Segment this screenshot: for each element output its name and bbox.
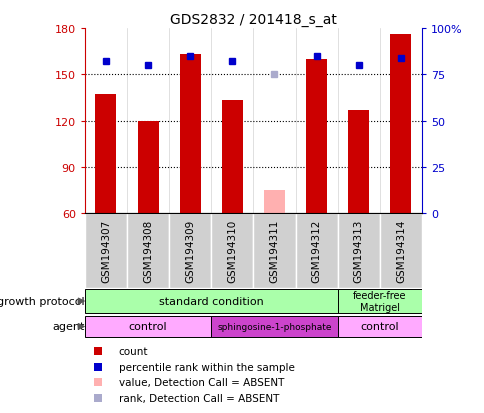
Bar [337, 214, 379, 288]
Bar [390, 35, 410, 214]
Bar [379, 214, 421, 288]
Bar [337, 316, 421, 337]
Text: value, Detection Call = ABSENT: value, Detection Call = ABSENT [118, 377, 283, 387]
Text: growth protocol: growth protocol [0, 296, 85, 306]
Text: GSM194307: GSM194307 [101, 219, 111, 282]
Bar [137, 121, 158, 214]
Bar [85, 316, 211, 337]
Bar [253, 214, 295, 288]
Bar [169, 214, 211, 288]
Bar [95, 95, 116, 214]
Bar [348, 110, 368, 214]
Text: GSM194311: GSM194311 [269, 219, 279, 282]
Text: GSM194309: GSM194309 [185, 219, 195, 282]
Bar [211, 214, 253, 288]
Text: control: control [128, 322, 167, 332]
Text: sphingosine-1-phosphate: sphingosine-1-phosphate [217, 322, 331, 331]
Text: GSM194308: GSM194308 [143, 219, 153, 282]
Bar [85, 214, 127, 288]
Text: agent: agent [52, 322, 85, 332]
Bar [221, 101, 242, 214]
Text: count: count [118, 347, 148, 356]
Text: control: control [360, 322, 398, 332]
Title: GDS2832 / 201418_s_at: GDS2832 / 201418_s_at [169, 12, 336, 26]
Text: percentile rank within the sample: percentile rank within the sample [118, 362, 294, 372]
Bar [127, 214, 169, 288]
Text: rank, Detection Call = ABSENT: rank, Detection Call = ABSENT [118, 393, 278, 403]
Bar [211, 316, 337, 337]
Text: GSM194310: GSM194310 [227, 219, 237, 282]
Bar [337, 289, 421, 313]
Bar [305, 59, 327, 214]
Text: GSM194314: GSM194314 [395, 219, 405, 282]
Bar [295, 214, 337, 288]
Text: feeder-free
Matrigel: feeder-free Matrigel [352, 290, 406, 312]
Bar [263, 190, 285, 214]
Bar [179, 55, 200, 214]
Text: standard condition: standard condition [159, 296, 263, 306]
Text: GSM194312: GSM194312 [311, 219, 321, 282]
Text: GSM194313: GSM194313 [353, 219, 363, 282]
Bar [85, 289, 337, 313]
